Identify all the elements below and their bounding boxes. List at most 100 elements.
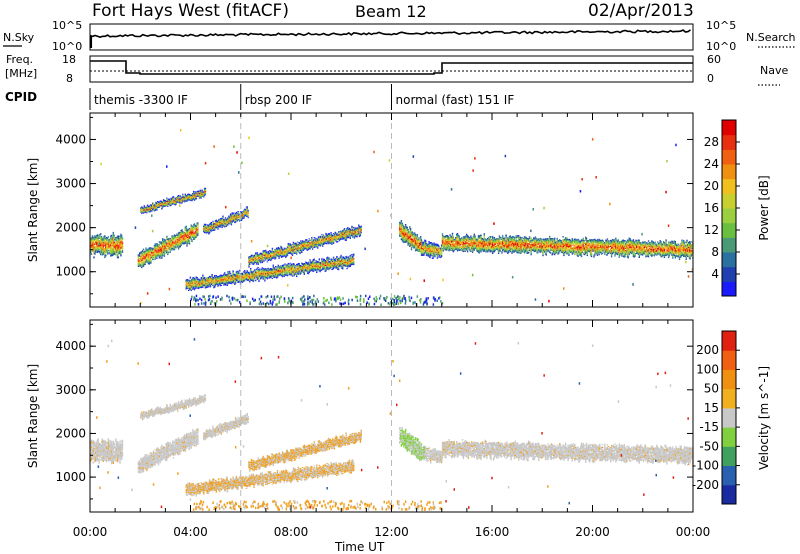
freq-label-line1: Freq. — [6, 53, 33, 66]
range-cell — [190, 237, 191, 238]
range-cell — [103, 243, 104, 244]
range-cell — [166, 199, 167, 200]
range-cell — [103, 245, 104, 247]
range-cell — [122, 246, 123, 247]
range-cell — [187, 230, 188, 231]
noise-right-tick-bottom: 10^0 — [706, 40, 736, 53]
range-cell — [145, 248, 146, 249]
noise-search-label: N.Search — [746, 31, 796, 44]
freq-right-tick-bottom: 0 — [707, 72, 714, 85]
range-cell — [217, 228, 218, 229]
range-cell — [185, 194, 186, 195]
range-cell — [166, 243, 167, 244]
range-cell — [186, 227, 187, 229]
range-cell — [170, 252, 171, 253]
range-cell — [156, 258, 157, 259]
range-cell — [191, 239, 192, 241]
range-cell — [196, 198, 197, 199]
rti-plot: Fort Hays West (fitACF) Beam 12 02/Apr/2… — [0, 0, 800, 554]
range-cell — [176, 236, 177, 237]
cpid-segment-label: themis -3300 IF — [94, 93, 188, 107]
range-cell — [161, 257, 162, 258]
freq-right-tick-top: 60 — [707, 53, 721, 66]
range-cell — [176, 234, 177, 235]
range-cell — [139, 266, 140, 267]
noise-left-tick-bottom: 10^0 — [52, 40, 82, 53]
range-cell — [166, 198, 167, 199]
range-cell — [120, 253, 121, 255]
cpid-label: CPID — [5, 90, 37, 104]
range-cell — [93, 256, 94, 258]
range-cell — [153, 257, 154, 258]
range-cell — [162, 253, 163, 255]
range-cell — [138, 259, 139, 260]
range-cell — [197, 229, 198, 230]
range-cell — [114, 235, 115, 237]
range-cell — [192, 226, 193, 227]
noise-sky-label: N.Sky — [3, 31, 35, 44]
range-cell — [150, 262, 151, 263]
range-cell — [197, 230, 198, 231]
range-cell — [197, 223, 198, 224]
range-cell — [122, 242, 123, 243]
cpid-segment-label: rbsp 200 IF — [245, 93, 312, 107]
range-cell — [118, 257, 119, 259]
range-cell — [178, 195, 179, 196]
range-cell — [100, 233, 101, 235]
range-cell — [155, 258, 156, 259]
range-cell — [187, 243, 188, 244]
range-cell — [115, 254, 116, 256]
range-cell — [182, 195, 183, 196]
range-cell — [142, 253, 143, 255]
freq-label-line2: [MHz] — [5, 67, 37, 80]
range-cell — [117, 243, 118, 245]
range-cell — [157, 245, 158, 246]
range-cell — [176, 243, 177, 244]
range-cell — [155, 243, 156, 244]
range-cell — [94, 235, 95, 237]
range-cell — [181, 229, 182, 230]
range-cell — [186, 226, 187, 228]
range-cell — [188, 231, 189, 232]
range-cell — [150, 260, 151, 261]
range-cell — [175, 246, 176, 247]
cpid-row: themis -3300 IF rbsp 200 IF normal (fast) … — [90, 84, 514, 110]
range-cell — [164, 255, 165, 257]
range-cell — [205, 224, 206, 225]
range-cell — [165, 240, 166, 241]
range-cell — [165, 247, 166, 248]
range-cell — [93, 242, 94, 243]
range-cell — [114, 236, 115, 238]
range-cell — [98, 235, 99, 237]
range-cell — [107, 238, 108, 239]
range-cell — [197, 225, 198, 226]
range-cell — [164, 252, 165, 254]
range-cell — [198, 191, 199, 192]
range-cell — [175, 247, 176, 248]
range-cell — [144, 264, 145, 265]
range-cell — [197, 228, 198, 229]
range-cell — [189, 228, 190, 229]
range-cell — [104, 235, 105, 237]
range-cell — [153, 252, 154, 253]
range-cell — [194, 239, 195, 241]
range-cell — [170, 239, 171, 240]
range-cell — [156, 256, 157, 257]
range-cell — [167, 254, 168, 255]
range-cell — [107, 249, 108, 250]
range-cell — [162, 238, 163, 240]
range-cell — [138, 266, 139, 267]
range-cell — [120, 251, 121, 253]
range-cell — [166, 236, 167, 237]
range-cell — [122, 250, 123, 251]
range-cell — [182, 194, 183, 195]
noise-series — [91, 30, 690, 48]
range-cell — [99, 235, 100, 237]
freq-panel-frame — [90, 56, 693, 82]
range-cell — [156, 209, 157, 210]
range-cell — [165, 241, 166, 242]
range-cell — [100, 253, 101, 255]
range-cell — [171, 249, 172, 250]
range-cell — [107, 253, 108, 254]
noise-right-tick-top: 10^5 — [706, 19, 736, 32]
